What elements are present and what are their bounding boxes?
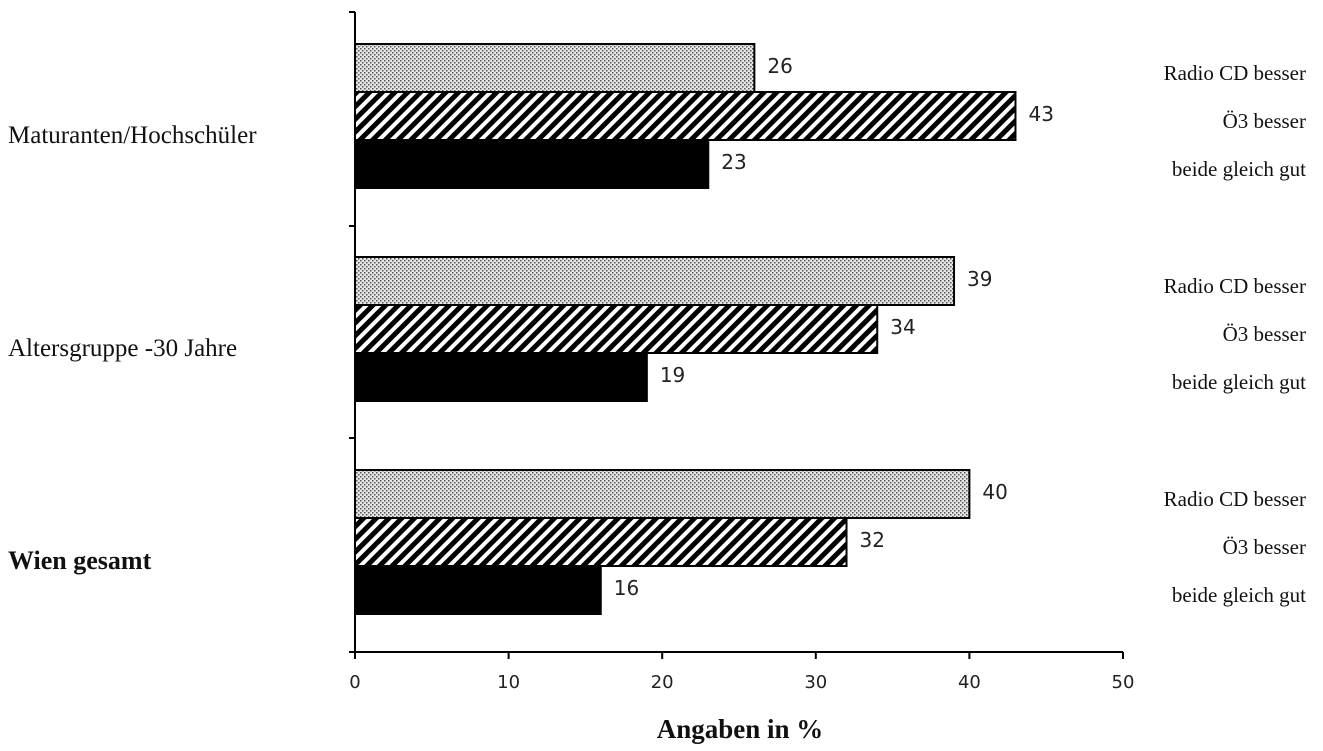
bar (354, 352, 648, 402)
bar (354, 43, 756, 93)
x-tick-label: 30 (804, 672, 827, 693)
value-label: 39 (967, 267, 992, 291)
value-label: 43 (1028, 102, 1053, 126)
bar (354, 304, 879, 354)
series-label: beide gleich gut (1172, 370, 1306, 394)
series-label: Radio CD besser (1164, 274, 1306, 298)
bars (354, 43, 1017, 615)
series-label: Ö3 besser (1223, 322, 1306, 346)
value-label: 19 (660, 363, 685, 387)
labels: 0 10 20 30 40 50 Maturanten/Hochschüler 26 Radio… (8, 54, 1306, 693)
x-tick-label: 20 (651, 672, 674, 693)
bar (354, 517, 848, 567)
series-label: Radio CD besser (1164, 61, 1306, 85)
bar (354, 256, 956, 306)
category-label: Maturanten/Hochschüler (8, 122, 257, 149)
x-tick-label: 10 (497, 672, 520, 693)
value-label: 40 (982, 480, 1007, 504)
bar (354, 91, 1017, 141)
value-label: 34 (890, 315, 915, 339)
value-label: 32 (860, 528, 885, 552)
series-label: Ö3 besser (1223, 535, 1306, 559)
bar (354, 469, 971, 519)
category-label: Altersgruppe -30 Jahre (8, 335, 237, 362)
category-label: Wien gesamt (8, 546, 152, 575)
value-label: 23 (721, 150, 746, 174)
series-label: beide gleich gut (1172, 157, 1306, 181)
x-tick-label: 40 (958, 672, 981, 693)
x-tick-label: 50 (1112, 672, 1135, 693)
value-label: 16 (614, 576, 639, 600)
value-label: 26 (767, 54, 792, 78)
series-label: beide gleich gut (1172, 583, 1306, 607)
x-axis-label: Angaben in % (657, 714, 824, 744)
bar (354, 139, 710, 189)
series-label: Radio CD besser (1164, 487, 1306, 511)
series-label: Ö3 besser (1223, 109, 1306, 133)
bar (354, 565, 602, 615)
x-tick-label: 0 (349, 672, 360, 693)
